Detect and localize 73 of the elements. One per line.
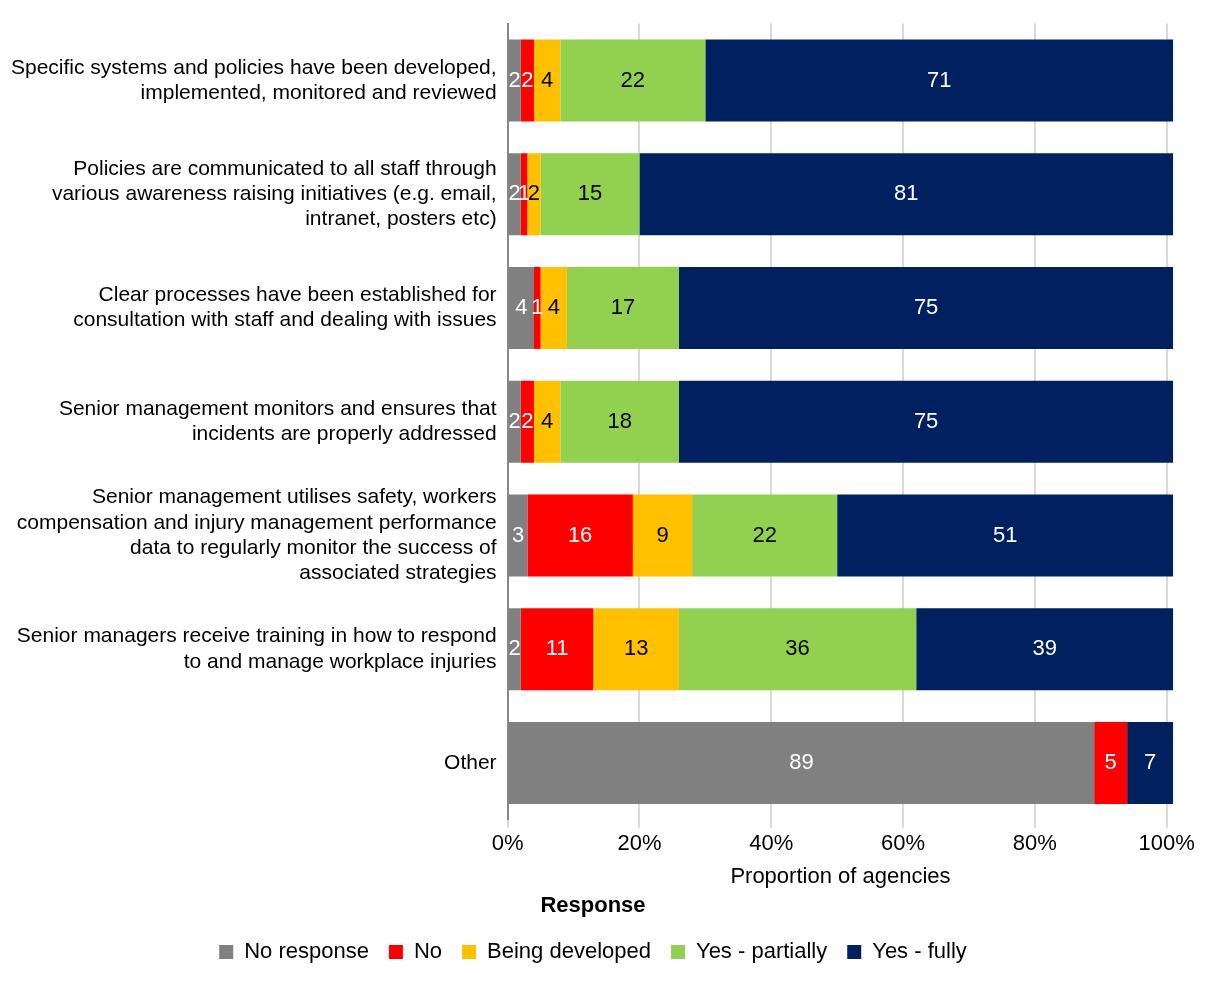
data-label: 3 — [511, 521, 525, 547]
data-label: 13 — [623, 635, 649, 661]
bar — [527, 494, 633, 577]
bar — [837, 494, 1174, 577]
y-tick-label: Policies are communicated to all staff through various awareness raising initiatives (e.g. email, intranet, posters etc) — [51, 155, 497, 230]
legend-label: No response — [244, 938, 369, 964]
bar — [639, 153, 1174, 236]
bar — [540, 153, 640, 236]
data-label: 2 — [521, 407, 534, 433]
data-label: 17 — [610, 294, 636, 320]
data-label: 39 — [1032, 635, 1057, 661]
x-tick-label: 0% — [491, 830, 524, 856]
data-label: 81 — [894, 180, 919, 206]
data-label: 16 — [567, 521, 593, 547]
bar — [520, 608, 594, 691]
bar — [678, 380, 1174, 463]
bar — [520, 39, 534, 122]
data-label: 9 — [656, 521, 669, 547]
data-label: 36 — [785, 635, 810, 661]
bar — [560, 380, 679, 463]
bar — [527, 153, 541, 236]
x-tick-label: 100% — [1138, 830, 1195, 856]
legend-label: Yes - fully — [872, 938, 967, 964]
data-label: 89 — [789, 748, 814, 774]
data-label: 15 — [577, 180, 603, 206]
bar — [692, 494, 838, 577]
data-label: 75 — [913, 294, 939, 320]
data-label: 71 — [927, 66, 952, 92]
y-tick-label: Clear processes have been established for consultation with staff and dealing with issues — [73, 282, 497, 331]
bar — [560, 39, 706, 122]
data-label: 4 — [515, 294, 528, 320]
data-label: 5 — [1104, 748, 1117, 774]
x-tick-label: 80% — [1012, 830, 1057, 856]
data-label: 2 — [508, 635, 521, 661]
data-label: 75 — [913, 407, 939, 433]
legend-title: Response — [540, 891, 646, 917]
y-tick-label: Specific systems and policies have been developed, implemented, monitored and reviewed — [11, 54, 497, 103]
bar — [678, 608, 917, 691]
bar — [566, 267, 679, 349]
data-label: 2 — [521, 66, 534, 92]
bar — [1094, 721, 1128, 804]
bar — [593, 608, 679, 691]
y-tick-label: Other — [444, 749, 497, 773]
data-label: 22 — [620, 66, 646, 92]
bar — [705, 39, 1174, 122]
legend-label: Yes - partially — [695, 938, 828, 964]
data-label: 2 — [508, 66, 521, 92]
x-tick-label: 60% — [881, 830, 926, 856]
x-axis-title: Proportion of agencies — [730, 863, 951, 889]
data-label: 4 — [547, 294, 560, 320]
y-tick-label: Senior management monitors and ensures that incidents are properly addressed — [58, 395, 497, 445]
bar — [1127, 721, 1174, 804]
data-label: 51 — [992, 521, 1018, 547]
data-label: 2 — [508, 180, 521, 206]
y-tick-label: Senior managers receive training in how to respond to and manage workplace injuries — [16, 623, 497, 672]
y-tick-label: Senior management utilises safety, workers compensation and injury management performance data to regularly monitor the success of associated strategies — [16, 484, 497, 584]
data-label: 18 — [607, 407, 632, 433]
x-tick-label: 40% — [749, 830, 794, 856]
legend-label: Being developed — [487, 938, 651, 964]
data-label: 2 — [508, 407, 521, 433]
bar — [632, 494, 693, 577]
bar — [533, 39, 561, 122]
data-label: 4 — [541, 407, 554, 433]
data-label: 4 — [541, 66, 554, 92]
data-label: 22 — [752, 521, 777, 547]
x-tick-label: 20% — [617, 830, 662, 856]
data-label: 7 — [1144, 748, 1157, 774]
bar — [533, 380, 561, 463]
bar — [916, 608, 1174, 691]
legend-label: No — [413, 938, 443, 964]
bar — [678, 267, 1174, 349]
data-label: 11 — [545, 635, 569, 661]
bar — [520, 380, 534, 463]
